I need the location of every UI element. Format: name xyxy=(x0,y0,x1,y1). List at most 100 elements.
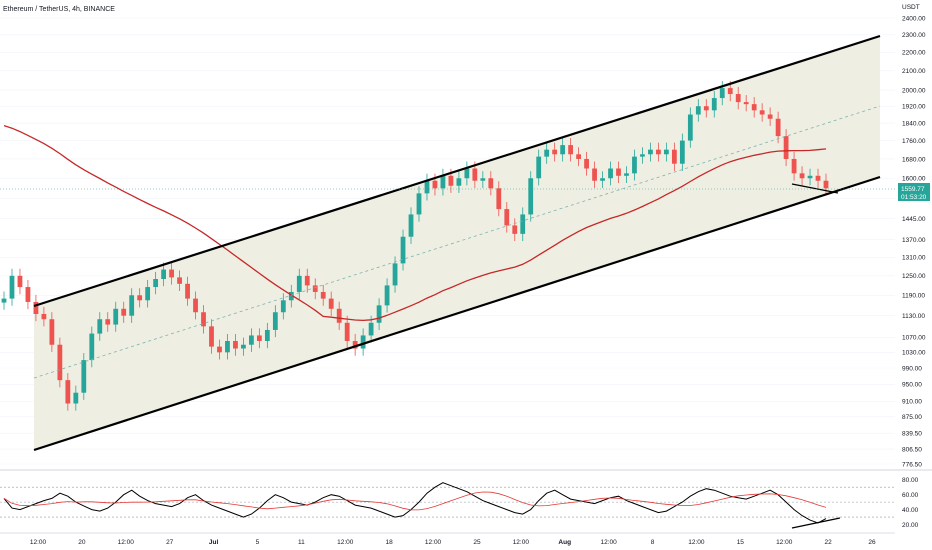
candle xyxy=(488,171,494,196)
candle xyxy=(783,129,789,167)
price-tick-label: 1445.00 xyxy=(902,216,926,223)
time-tick-label: 12:00 xyxy=(337,539,354,546)
candle xyxy=(344,315,350,349)
time-tick-label: 20 xyxy=(78,539,86,546)
price-unit-label: USDT xyxy=(902,4,920,11)
candle xyxy=(576,147,581,167)
price-tick-label: 1680.00 xyxy=(902,156,926,163)
candle xyxy=(328,291,334,316)
candle xyxy=(584,151,589,176)
candle xyxy=(161,262,167,287)
time-tick-label: 5 xyxy=(256,539,260,546)
channel-lower-trendline[interactable] xyxy=(33,175,881,452)
price-tick-label: 950.00 xyxy=(902,382,922,389)
candle xyxy=(1,291,7,310)
candle xyxy=(137,288,143,308)
wedge-upper-trendline[interactable] xyxy=(791,183,839,194)
candle xyxy=(767,107,773,126)
current-price-value: 1559.77 xyxy=(901,186,925,193)
price-tick-label: 2000.00 xyxy=(902,87,926,94)
candle xyxy=(719,81,725,106)
rsi-ma-line xyxy=(3,491,827,511)
price-tick-label: 1600.00 xyxy=(902,176,926,183)
price-tick-label: 1840.00 xyxy=(902,120,926,127)
candle xyxy=(129,288,135,323)
candle xyxy=(145,279,151,308)
price-tick-label: 1250.00 xyxy=(902,273,926,280)
candle xyxy=(616,161,621,183)
candle xyxy=(256,328,262,349)
candle xyxy=(304,268,310,293)
candle xyxy=(33,294,39,322)
candle xyxy=(49,312,55,352)
candle xyxy=(560,138,566,162)
price-tick-label: 2300.00 xyxy=(902,32,926,39)
candle xyxy=(352,333,358,356)
candle xyxy=(288,284,294,308)
rsi-axis[interactable]: 80.00 60.00 40.00 20.00 xyxy=(902,477,919,529)
price-tick-label: 910.00 xyxy=(902,399,922,406)
candle xyxy=(464,161,470,186)
candle xyxy=(249,328,254,352)
price-axis[interactable]: 2400.00 2300.00 2200.00 2100.00 2000.00 1920.… xyxy=(902,15,926,468)
candle xyxy=(440,168,446,196)
candle xyxy=(600,171,605,188)
candle xyxy=(336,301,342,330)
candle xyxy=(496,181,502,217)
time-tick-label: 12:00 xyxy=(30,539,47,546)
candle xyxy=(408,207,414,244)
candle xyxy=(711,90,717,118)
candle xyxy=(185,276,190,306)
current-price-countdown: 01:53:20 xyxy=(901,194,927,201)
candle xyxy=(424,173,430,201)
candle xyxy=(233,333,238,356)
rsi-trendline[interactable] xyxy=(791,517,841,529)
candle xyxy=(799,166,805,186)
candle xyxy=(25,279,31,310)
candle xyxy=(57,337,63,388)
time-tick-label: 12:00 xyxy=(425,539,442,546)
time-tick-label: 8 xyxy=(651,539,655,546)
candle xyxy=(624,166,629,183)
candle xyxy=(456,171,462,193)
candle xyxy=(280,293,286,320)
price-tick-label: 1310.00 xyxy=(902,255,926,262)
candle xyxy=(209,319,214,354)
current-price-tag: 1559.77 01:53:20 xyxy=(898,183,930,201)
candle xyxy=(89,326,95,368)
price-tick-label: 1070.00 xyxy=(902,335,926,342)
candle xyxy=(807,168,813,186)
price-tick-label: 1130.00 xyxy=(902,313,925,320)
candle xyxy=(81,353,87,400)
candle xyxy=(201,305,206,334)
rsi-tick-label: 80.00 xyxy=(902,477,919,484)
candle xyxy=(17,268,23,295)
candle xyxy=(640,147,645,164)
candle xyxy=(528,171,534,222)
rsi-tick-label: 20.00 xyxy=(902,522,919,529)
candle xyxy=(679,133,685,171)
chart-title: Ethereum / TetherUS, 4h, BINANCE xyxy=(3,6,115,13)
candle xyxy=(169,262,174,285)
price-tick-label: 1920.00 xyxy=(902,103,926,110)
rsi-line xyxy=(3,482,827,524)
time-tick-label: 25 xyxy=(473,539,481,546)
price-tick-label: 776.50 xyxy=(902,461,922,468)
price-tick-label: 875.00 xyxy=(902,414,922,421)
candle xyxy=(671,142,677,171)
rsi-pane[interactable] xyxy=(0,473,895,531)
rsi-tick-label: 40.00 xyxy=(902,507,919,514)
candle xyxy=(759,103,765,122)
time-axis[interactable]: 12:00 20 12:00 27 Jul 5 11 12:00 18 12:00 25 12:00 A… xyxy=(30,539,876,546)
price-tick-label: 806.50 xyxy=(902,446,922,453)
time-tick-label: 27 xyxy=(166,539,174,546)
candle xyxy=(648,142,653,162)
price-tick-label: 1760.00 xyxy=(902,138,926,145)
channel-midline[interactable] xyxy=(33,105,881,379)
candle xyxy=(735,86,741,110)
candle xyxy=(320,284,326,306)
price-tick-label: 1030.00 xyxy=(902,350,926,357)
price-tick-label: 839.50 xyxy=(902,430,922,437)
channel-upper-trendline[interactable] xyxy=(33,34,881,308)
